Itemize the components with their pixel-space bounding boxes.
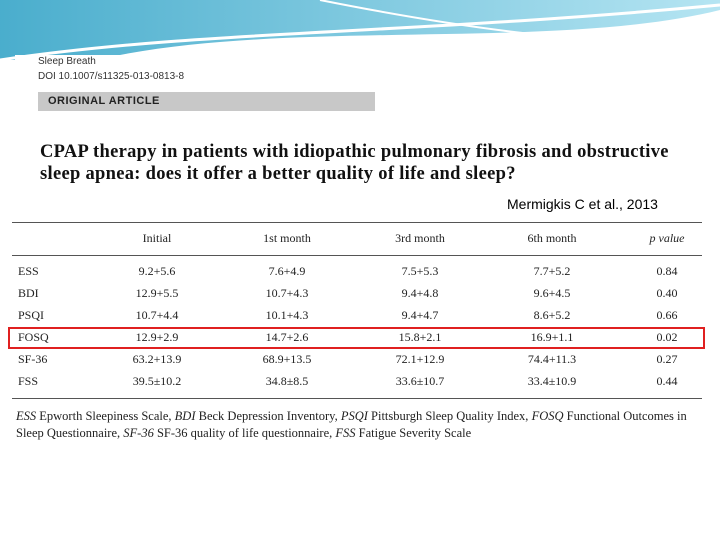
table-cell: 0.27: [656, 352, 678, 366]
table-cell: 39.5±10.2: [132, 374, 182, 388]
journal: Sleep Breath: [38, 56, 96, 67]
column-header: Initial: [142, 231, 172, 245]
row-label: BDI: [18, 286, 39, 300]
table-cell: 15.8+2.1: [398, 330, 442, 344]
footnote-text: Epworth Sleepiness Scale,: [36, 409, 175, 423]
table-cell: 10.7+4.3: [265, 286, 309, 300]
highlight-box: [8, 327, 705, 349]
table-rule: [12, 222, 702, 223]
table-cell: 16.9+1.1: [530, 330, 574, 344]
table-cell: 8.6+5.2: [533, 308, 571, 322]
table-cell: 0.44: [656, 374, 678, 388]
table-cell: 12.9+5.5: [135, 286, 179, 300]
table-row: ESS 9.2+5.6 7.6+4.9 7.5+5.3 7.7+5.2 0.84: [12, 260, 702, 282]
column-header: 1st month: [263, 231, 311, 245]
citation: Mermigkis C et al., 2013: [505, 196, 660, 212]
row-label: SF-36: [18, 352, 48, 366]
footnote-abbr: PSQI: [340, 409, 368, 423]
table-cell: 10.1+4.3: [265, 308, 309, 322]
row-label: ESS: [18, 264, 39, 278]
table-cell: 9.4+4.7: [401, 308, 439, 322]
table-cell: 34.8±8.5: [265, 374, 309, 388]
row-label: FOSQ: [18, 330, 49, 344]
table-cell: 10.7+4.4: [135, 308, 179, 322]
article-title: CPAP therapy in patients with idiopathic…: [40, 142, 669, 184]
table-header: Initial 1st month 3rd month 6th month p valu…: [12, 223, 702, 255]
table-row: PSQI 10.7+4.4 10.1+4.3 9.4+4.7 8.6+5.2 0.66: [12, 304, 702, 326]
table-cell: 33.6±10.7: [395, 374, 445, 388]
footnote-abbr: SF-36: [123, 426, 154, 440]
column-header: 6th month: [527, 231, 577, 245]
table-cell: 0.84: [656, 264, 678, 278]
footnote: ESS Epworth Sleepiness Scale, BDI Beck D…: [16, 408, 706, 442]
table-cell: 9.4+4.8: [401, 286, 439, 300]
table-cell: 0.40: [656, 286, 678, 300]
column-header: p value: [649, 231, 685, 245]
table-cell: 0.66: [656, 308, 678, 322]
row-label: PSQI: [18, 308, 45, 322]
table-cell: 7.6+4.9: [268, 264, 306, 278]
table-cell: 68.9+13.5: [262, 352, 312, 366]
footnote-text: SF-36 quality of life questionnaire,: [153, 426, 336, 440]
table-cell: 9.6+4.5: [533, 286, 571, 300]
paper-area: [15, 55, 705, 445]
results-table: Initial 1st month 3rd month 6th month p valu…: [12, 222, 702, 399]
table-cell: 72.1+12.9: [395, 352, 445, 366]
table-row: FOSQ 12.9+2.9 14.7+2.6 15.8+2.1 16.9+1.1 0.02: [12, 326, 702, 348]
footnote-text: Pittsburgh Sleep Quality Index,: [367, 409, 532, 423]
header-decoration: [0, 0, 720, 60]
table-cell: 0.02: [656, 330, 678, 344]
table-row: FSS 39.5±10.2 34.8±8.5 33.6±10.7 33.4±10.9 0.…: [12, 370, 702, 392]
article-type: ORIGINAL ARTICLE: [38, 92, 375, 111]
doi: DOI 10.1007/s11325-013-0813-8: [38, 71, 185, 82]
table-cell: 9.2+5.6: [138, 264, 176, 278]
table-cell: 7.5+5.3: [401, 264, 439, 278]
footnote-abbr: BDI: [174, 409, 196, 423]
footnote-text: Fatigue Severity Scale: [355, 426, 472, 440]
footnote-text: Beck Depression Inventory,: [195, 409, 341, 423]
table-body: ESS 9.2+5.6 7.6+4.9 7.5+5.3 7.7+5.2 0.84 BDI 12…: [12, 260, 702, 392]
footnote-text: Functional Outcomes in Sleep Questionnai…: [16, 409, 687, 440]
table-row: SF-36 63.2+13.9 68.9+13.5 72.1+12.9 74.4+11.…: [12, 348, 702, 370]
table-cell: 12.9+2.9: [135, 330, 179, 344]
table-cell: 74.4+11.3: [527, 352, 577, 366]
table-rule: [12, 398, 702, 399]
footnote-abbr: ESS: [16, 409, 37, 423]
table-cell: 7.7+5.2: [533, 264, 571, 278]
table-row: BDI 12.9+5.5 10.7+4.3 9.4+4.8 9.6+4.5 0.40: [12, 282, 702, 304]
table-cell: 33.4±10.9: [527, 374, 577, 388]
footnote-abbr: FOSQ: [531, 409, 564, 423]
footnote-abbr: FSS: [335, 426, 356, 440]
column-header: 3rd month: [395, 231, 445, 245]
table-rule: [12, 255, 702, 256]
row-label: FSS: [18, 374, 39, 388]
table-cell: 63.2+13.9: [132, 352, 182, 366]
table-cell: 14.7+2.6: [265, 330, 309, 344]
